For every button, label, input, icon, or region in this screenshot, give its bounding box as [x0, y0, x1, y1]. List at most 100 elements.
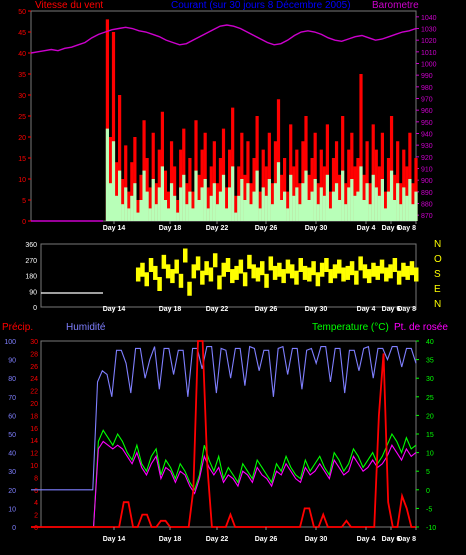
humidity-y-tick-label: 20: [8, 488, 16, 495]
direction-point: [319, 262, 325, 277]
barometer-y-tick-label: 910: [421, 167, 433, 174]
direction-point: [157, 277, 162, 291]
direction-point: [183, 248, 188, 263]
direction-point: [247, 254, 252, 269]
direction-point: [255, 267, 261, 282]
wind-y-tick-label: 30: [18, 93, 26, 100]
precip-y-tick-label: 4: [34, 500, 38, 507]
x-tick-label: Day 4: [357, 225, 376, 232]
direction-point: [187, 281, 192, 296]
direction-point: [195, 256, 201, 271]
direction-point: [324, 258, 329, 272]
temp-y-tick-label: 0: [426, 488, 430, 495]
direction-point: [268, 256, 274, 271]
precip-y-tick-label: 0: [34, 525, 38, 532]
direction-y-tick-label: 90: [29, 289, 37, 296]
precip-y-tick-label: 28: [30, 351, 38, 358]
barometer-label: Barometre: [372, 0, 419, 11]
direction-point: [298, 258, 303, 272]
barometer-y-tick-label: 1010: [421, 50, 437, 57]
barometer-y-tick-label: 1030: [421, 27, 437, 34]
precip-y-tick-label: 8: [34, 475, 38, 482]
direction-point: [409, 261, 415, 276]
x-tick-label: Day 4: [357, 536, 376, 543]
direction-point: [332, 264, 338, 279]
direction-point: [392, 258, 398, 272]
precip-label: Précip.: [2, 322, 34, 333]
direction-point: [170, 269, 175, 284]
wind-y-tick-label: 5: [22, 198, 26, 205]
direction-letter-n-bottom: N: [434, 299, 442, 310]
x-tick-label: Day 26: [255, 306, 278, 313]
direction-point: [307, 267, 312, 282]
direction-point: [388, 264, 393, 279]
barometer-y-tick-label: 890: [421, 190, 433, 197]
wind-y-tick-label: 15: [18, 156, 26, 163]
direction-point: [396, 270, 402, 285]
direction-point: [302, 265, 308, 280]
direction-point: [366, 269, 372, 284]
barometer-y-tick-label: 930: [421, 143, 433, 150]
humidity-y-tick-label: 40: [8, 451, 16, 458]
direction-point: [238, 259, 244, 274]
x-tick-label: Day 8: [397, 536, 416, 543]
direction-point: [384, 267, 389, 282]
x-tick-label: Day 4: [357, 306, 376, 313]
direction-point: [221, 262, 226, 277]
barometer-y-tick-label: 900: [421, 178, 433, 185]
precip-y-tick-label: 22: [30, 389, 38, 396]
humidity-y-tick-label: 80: [8, 376, 16, 383]
x-tick-label: Day 18: [159, 306, 182, 313]
precip-y-tick-label: 6: [34, 488, 38, 495]
barometer-line: [30, 24, 417, 54]
direction-point: [200, 270, 205, 285]
barometer-y-tick-label: 970: [421, 97, 433, 104]
direction-y-tick-label: 0: [33, 305, 37, 312]
direction-point: [349, 261, 355, 276]
barometer-y-tick-label: 960: [421, 108, 433, 115]
direction-letter-o: O: [434, 254, 442, 265]
direction-point: [289, 264, 295, 279]
direction-point: [191, 264, 197, 279]
humidity-y-tick-label: 60: [8, 413, 16, 420]
barometer-y-tick-label: 1000: [421, 62, 437, 69]
direction-point: [260, 261, 265, 276]
x-tick-label: Day 22: [206, 225, 229, 232]
dewpoint-line: [31, 440, 417, 528]
direction-y-tick-label: 360: [25, 242, 37, 249]
direction-y-tick-label: 270: [25, 258, 37, 265]
direction-point: [264, 273, 269, 288]
direction-point: [405, 265, 410, 280]
x-tick-label: Day 6: [382, 536, 401, 543]
direction-point: [204, 261, 209, 276]
humidity-y-tick-label: 0: [12, 525, 16, 532]
precip-y-tick-label: 12: [30, 451, 38, 458]
barometer-y-tick-label: 980: [421, 85, 433, 92]
wind-y-tick-label: 50: [18, 9, 26, 16]
temp-y-tick-label: 10: [426, 451, 434, 458]
direction-point: [212, 253, 218, 268]
barometer-y-tick-label: 990: [421, 73, 433, 80]
direction-point: [362, 264, 368, 279]
humidity-y-tick-label: 100: [4, 339, 16, 346]
direction-point: [225, 258, 231, 272]
direction-point: [414, 267, 419, 282]
direction-point: [230, 269, 235, 284]
precip-y-tick-label: 18: [30, 413, 38, 420]
precip-line: [31, 340, 416, 528]
direction-point: [161, 254, 167, 269]
humidity-y-tick-label: 50: [8, 432, 16, 439]
direction-point: [375, 265, 380, 280]
direction-point: [281, 269, 286, 284]
direction-point: [153, 265, 158, 280]
direction-y-tick-label: 180: [25, 274, 37, 281]
x-tick-label: Day 6: [382, 306, 401, 313]
direction-point: [328, 269, 333, 284]
wind-speed-label: Vitesse du vent: [35, 0, 104, 11]
precip-y-tick-label: 14: [30, 438, 38, 445]
precip-y-tick-label: 16: [30, 426, 38, 433]
x-tick-label: Day 6: [382, 225, 401, 232]
wind-avg-group: [105, 128, 418, 221]
precip-y-tick-label: 26: [30, 364, 38, 371]
